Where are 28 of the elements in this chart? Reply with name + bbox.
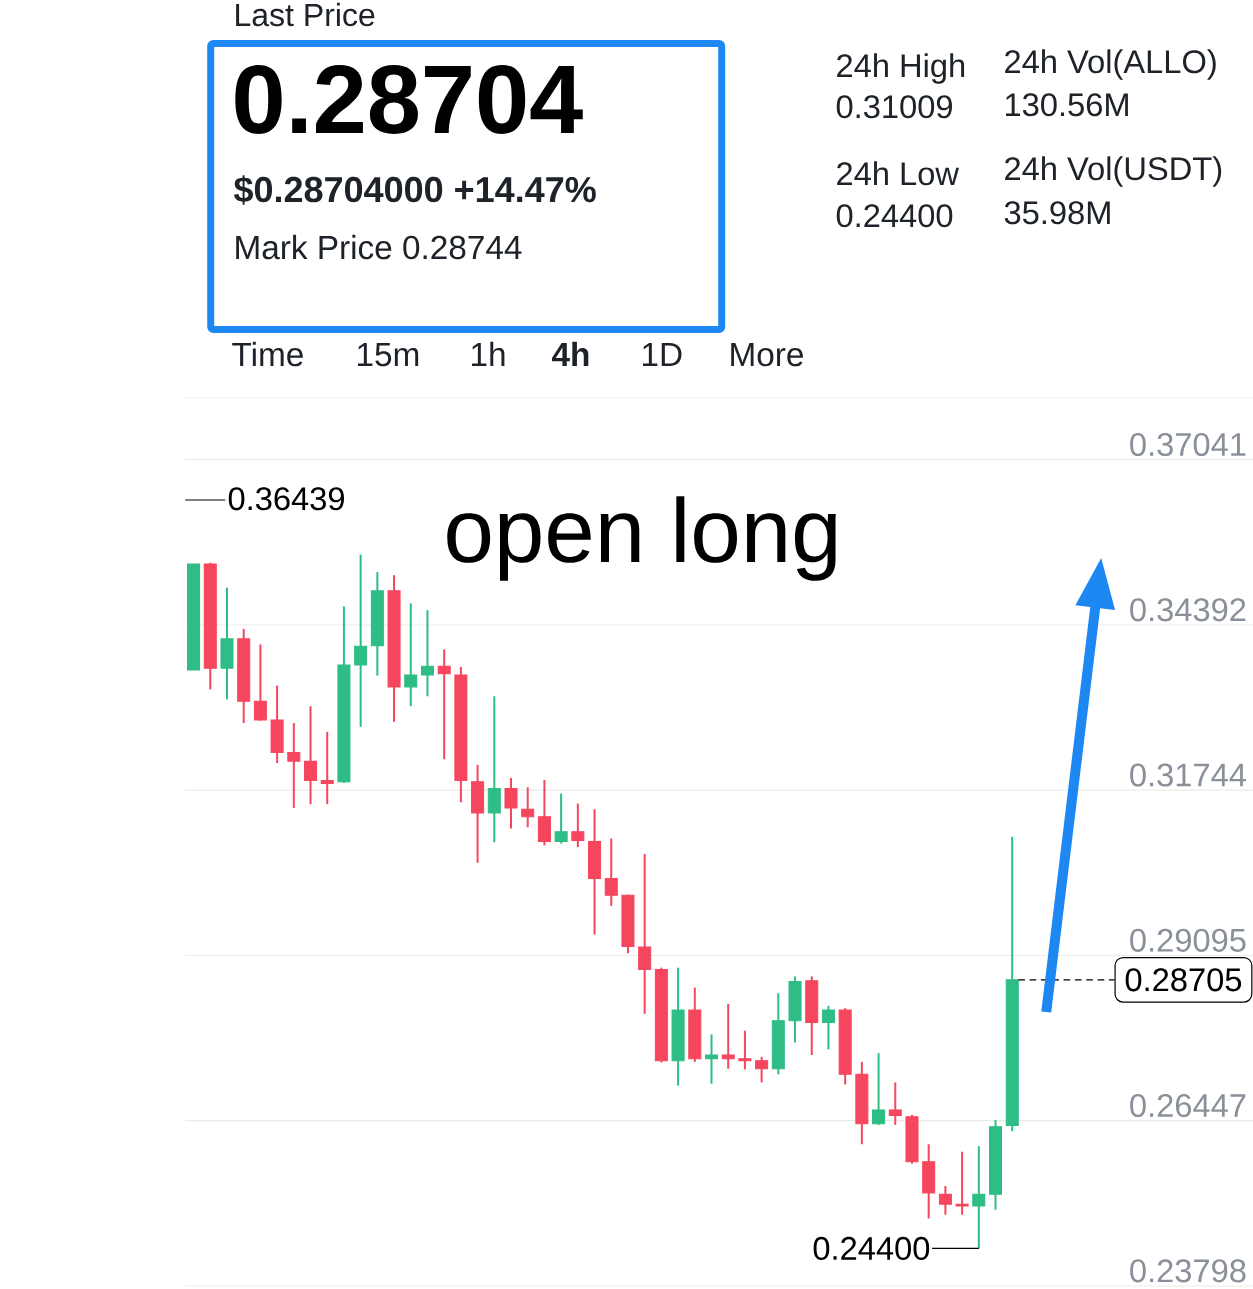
text: 1h <box>471 341 505 366</box>
text: 0.31009 <box>836 95 952 119</box>
text: 0.24400 <box>836 204 953 228</box>
annotation: 0.24400 <box>813 1236 930 1260</box>
text: 24h Low <box>837 161 959 186</box>
text: 24h Vol(ALLO) <box>1005 49 1216 80</box>
y-tick-label: 0.29095 <box>1130 928 1246 952</box>
y-tick-label: 0.34392 <box>1130 598 1246 622</box>
text: Mark Price 0.28744 <box>236 234 522 260</box>
text: 130.56M <box>1005 93 1128 117</box>
text: 1D <box>642 343 682 366</box>
ref-line-label: 0.28705 <box>1125 968 1241 992</box>
text: 0.28704 <box>235 65 583 134</box>
text: 4h <box>551 341 589 366</box>
annotation: open long <box>447 496 836 581</box>
text: $0.28704000 +14.47% <box>233 175 596 205</box>
y-tick-label: 0.37041 <box>1130 432 1246 457</box>
text: 24h Vol(USDT) <box>1005 156 1222 187</box>
text: 35.98M <box>1004 201 1110 225</box>
text: 24h High <box>837 53 964 84</box>
text: More <box>731 343 803 367</box>
y-tick-label: 0.23798 <box>1130 1259 1246 1283</box>
y-tick-label: 0.31744 <box>1130 763 1246 787</box>
annotation: 0.36439 <box>228 487 344 511</box>
text: 15m <box>357 343 419 367</box>
text: Last Price <box>236 2 375 27</box>
text: Time <box>232 341 303 367</box>
y-tick-label: 0.26447 <box>1130 1093 1246 1118</box>
